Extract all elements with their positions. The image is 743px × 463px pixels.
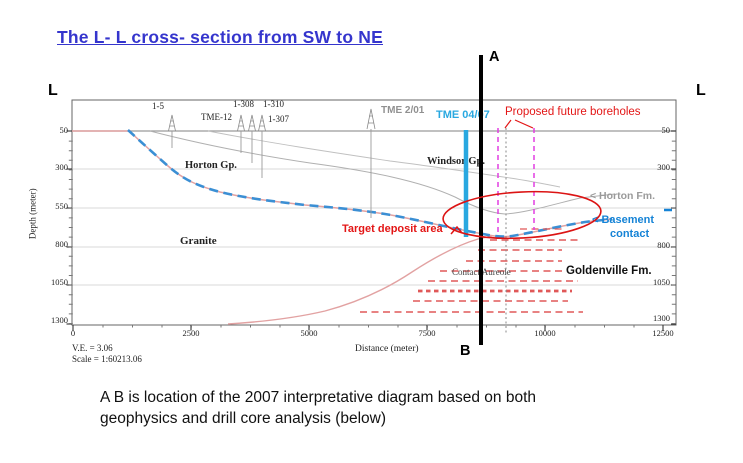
basement-contact-label-line1: < Basement [592,214,655,226]
borehole-label-tme12: TME-12 [201,112,232,122]
borehole-label-tme-2-01: TME 2/01 [381,105,425,116]
target-arrow-icon [450,225,463,235]
windsor-base-contact-line [207,130,561,188]
depth-tick-left: 550 [55,201,68,211]
caption-line: geophysics and drill core analysis (belo… [100,410,387,427]
depth-tick-right: 800 [657,240,670,250]
distance-tick: 10000 [534,328,556,338]
basement-contact-label-line2: contact [610,228,650,240]
borehole-label-1-310: 1-310 [263,99,284,109]
derrick-icon [237,114,245,132]
horton-fm-contact-line [149,130,616,215]
borehole-traces [171,129,372,218]
proposed-label-connectors [504,119,534,129]
horton-fm-label: < Horton Fm. [590,190,656,202]
depth-tick-left: 50 [59,125,69,135]
derrick-icon [258,114,266,132]
caption-line: A B is location of the 2007 interpretati… [100,389,537,406]
basement-contact-line [127,129,613,238]
distance-tick: 12500 [652,328,674,338]
depth-tick-left: 1300 [51,315,68,325]
derrick-icon [248,114,256,132]
depth-tick-left: 300 [55,162,68,172]
depth-tick-right: 1050 [653,277,670,287]
target-zone-ellipse [442,190,602,240]
granite-label: Granite [180,235,217,247]
borehole-label-1-307: 1-307 [268,114,289,124]
depth-tick-left: 800 [55,239,68,249]
depth-tick-right: 1300 [653,313,670,323]
plot-border [71,99,677,326]
depth-gridlines [73,168,675,286]
vertical-exaggeration-note: V.E. = 3.06 [72,343,113,353]
distance-tick: 7500 [418,328,436,338]
distance-tick: 5000 [300,328,318,338]
derrick-icon [366,108,376,130]
distance-tick: 2500 [182,328,200,338]
horton-gp-label: Horton Gp. [185,160,237,171]
section-marker-a: A [489,49,500,65]
goldenville-fm-label: Goldenville Fm. [566,265,652,277]
contact-aureole-hatching [360,228,583,313]
depth-tick-right: 300 [657,162,670,172]
borehole-label-tme-04-07: TME 04/07 [436,109,490,121]
distance-axis-title: Distance (meter) [355,344,419,354]
section-marker-b: B [460,343,471,359]
borehole-label-1-5: 1-5 [152,101,164,111]
derrick-icons [168,108,376,132]
derrick-icon [168,114,176,132]
borehole-label-1-308: 1-308 [233,99,254,109]
page-title: The L- L cross- section from SW to NE [57,27,383,47]
section-marker-l-right: L [696,82,706,99]
distance-tick: 0 [70,328,76,338]
depth-tick-left: 1050 [51,277,68,287]
caption: A B is location of the 2007 interpretati… [100,387,536,429]
target-deposit-area-label: Target deposit area [342,223,443,235]
proposed-boreholes-label: Proposed future boreholes [505,106,641,118]
depth-tick-right: 50 [661,125,671,135]
granite-lower-outline [227,235,493,325]
scale-note: Scale = 1:60213.06 [72,354,142,364]
section-marker-l-left: L [48,82,58,99]
windsor-gp-label: Windsor Gp. [427,156,485,167]
